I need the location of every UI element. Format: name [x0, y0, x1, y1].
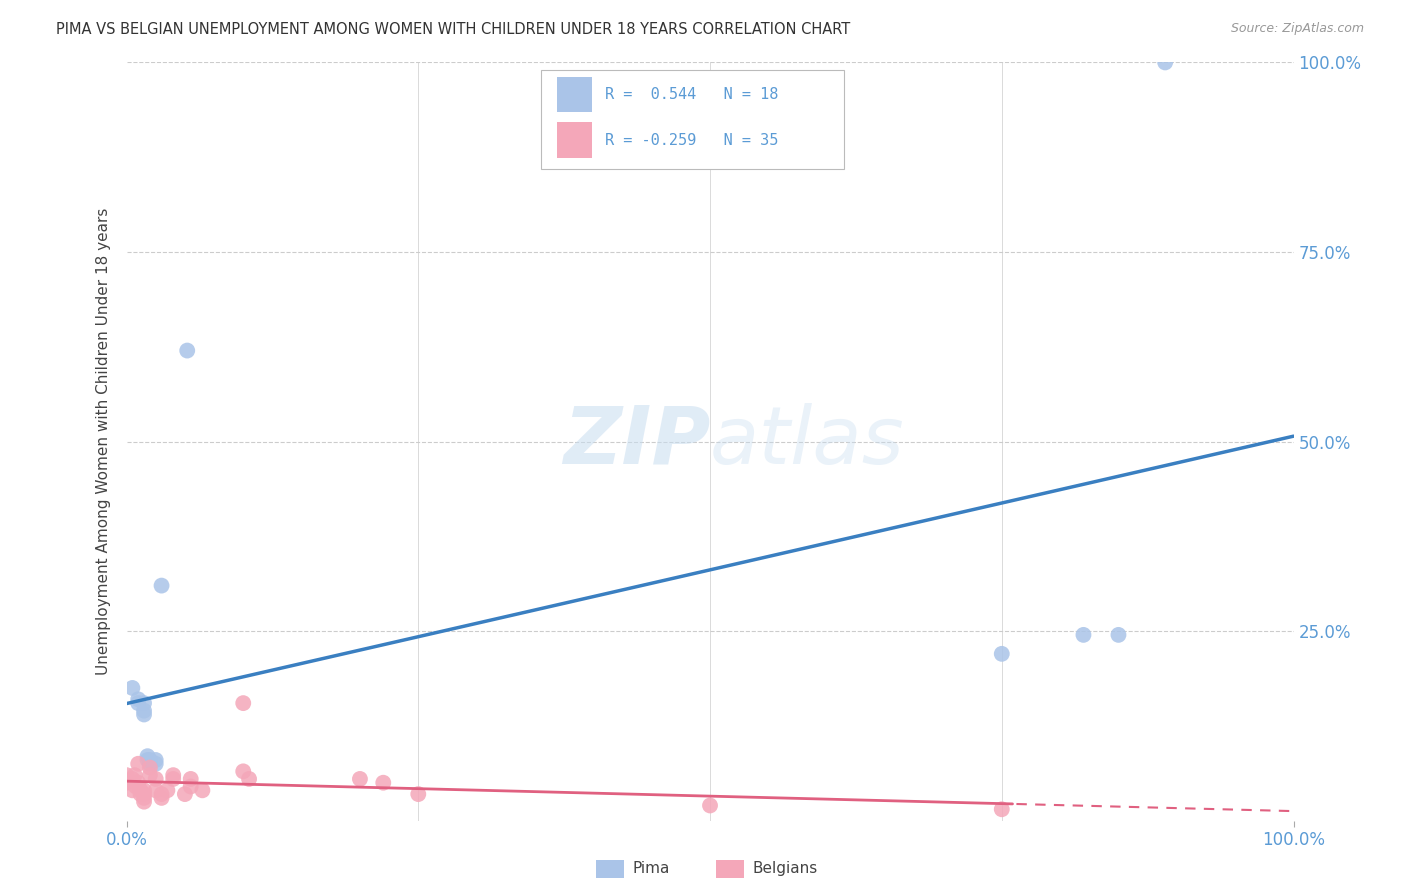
Point: [150, 787, 173, 801]
Point: [232, 764, 254, 779]
Point: [121, 772, 143, 786]
Point: [150, 791, 173, 805]
Text: Belgians: Belgians: [752, 862, 817, 876]
Text: Source: ZipAtlas.com: Source: ZipAtlas.com: [1230, 22, 1364, 36]
Point: [699, 798, 721, 813]
Point: [145, 753, 167, 767]
Point: [232, 696, 254, 710]
Point: [132, 795, 155, 809]
Point: [127, 696, 149, 710]
Point: [132, 787, 155, 801]
Point: [1154, 55, 1177, 70]
Point: [180, 780, 202, 794]
Point: [139, 768, 162, 782]
Point: [373, 776, 395, 790]
Point: [139, 756, 162, 771]
Text: Pima: Pima: [633, 862, 671, 876]
Point: [124, 768, 146, 782]
FancyBboxPatch shape: [557, 122, 592, 158]
Point: [127, 776, 149, 790]
Point: [132, 696, 155, 710]
Point: [121, 783, 143, 797]
Point: [121, 681, 143, 695]
Point: [136, 753, 159, 767]
Point: [191, 783, 214, 797]
FancyBboxPatch shape: [541, 70, 844, 169]
Point: [156, 783, 179, 797]
Point: [139, 760, 162, 774]
Point: [125, 780, 148, 794]
Point: [132, 791, 155, 805]
Text: ZIP: ZIP: [562, 402, 710, 481]
Point: [990, 647, 1012, 661]
Point: [132, 707, 155, 722]
Point: [1073, 628, 1095, 642]
Point: [238, 772, 260, 786]
Point: [145, 756, 167, 771]
Point: [408, 787, 430, 801]
Text: atlas: atlas: [710, 402, 905, 481]
Point: [150, 579, 173, 593]
Text: PIMA VS BELGIAN UNEMPLOYMENT AMONG WOMEN WITH CHILDREN UNDER 18 YEARS CORRELATIO: PIMA VS BELGIAN UNEMPLOYMENT AMONG WOMEN…: [56, 22, 851, 37]
Point: [132, 783, 155, 797]
Point: [115, 776, 138, 790]
Point: [127, 692, 149, 706]
Point: [145, 772, 167, 786]
Point: [162, 768, 184, 782]
Point: [129, 783, 152, 797]
FancyBboxPatch shape: [557, 77, 592, 112]
Point: [139, 753, 162, 767]
Point: [990, 802, 1012, 816]
Point: [174, 787, 197, 801]
Point: [162, 772, 184, 786]
Point: [176, 343, 198, 358]
Point: [127, 756, 149, 771]
Text: R =  0.544   N = 18: R = 0.544 N = 18: [605, 87, 779, 103]
Point: [132, 704, 155, 718]
Point: [180, 772, 202, 786]
Point: [349, 772, 371, 786]
Point: [115, 768, 138, 782]
Point: [136, 749, 159, 764]
Point: [145, 783, 167, 797]
Y-axis label: Unemployment Among Women with Children Under 18 years: Unemployment Among Women with Children U…: [96, 208, 111, 675]
Point: [1108, 628, 1130, 642]
Point: [129, 787, 152, 801]
Text: R = -0.259   N = 35: R = -0.259 N = 35: [605, 133, 779, 148]
